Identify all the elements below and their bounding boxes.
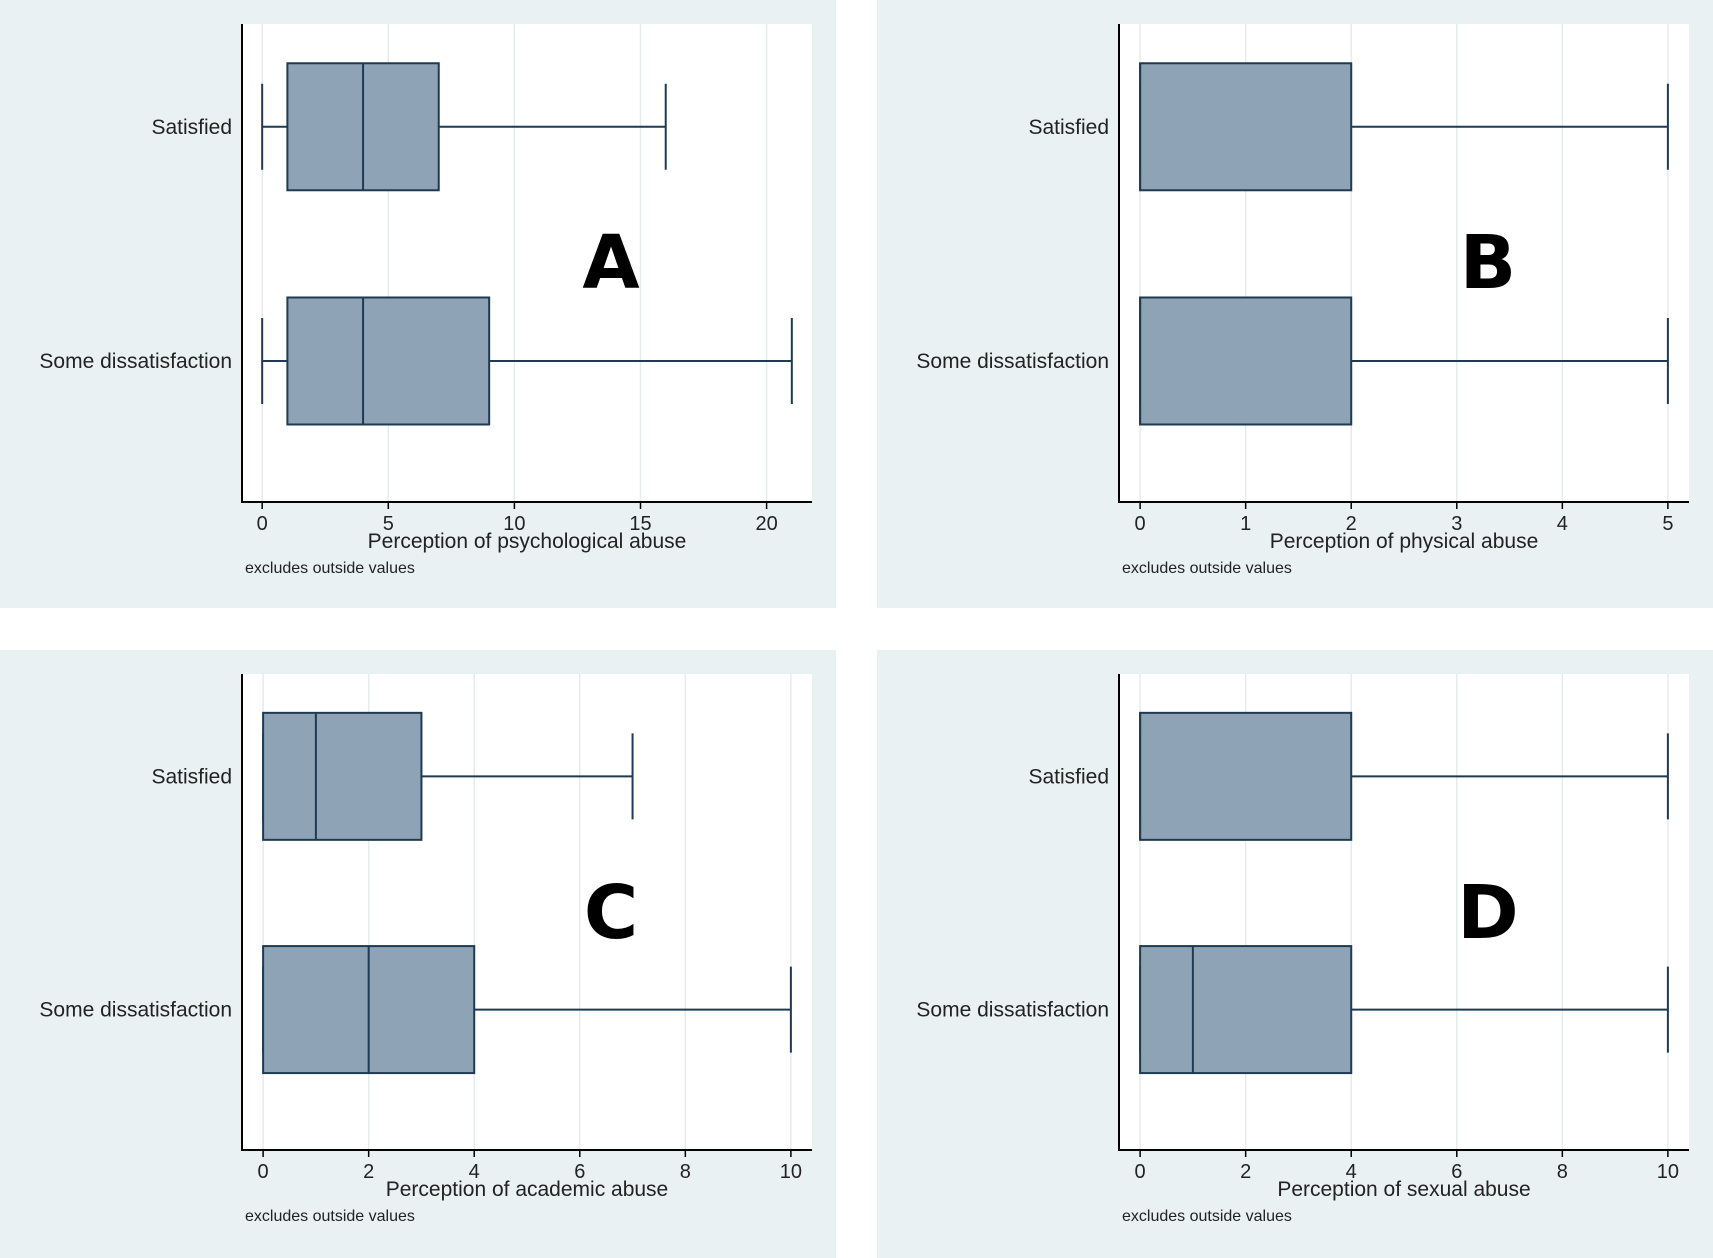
note-text: excludes outside values (245, 560, 415, 577)
category-label: Some dissatisfaction (39, 999, 232, 1022)
category-label: Satisfied (1028, 116, 1109, 139)
category-label: Some dissatisfaction (39, 350, 232, 373)
panel-a: 0 5 10 15 20 Satisfied Some dissatisfaction Per… (0, 0, 836, 608)
box-satisfied (261, 62, 667, 192)
panel-letter: C (584, 870, 638, 956)
x-axis-title: Perception of psychological abuse (368, 530, 687, 553)
x-tick-label: 20 (755, 513, 777, 535)
category-label: Satisfied (151, 765, 232, 788)
x-tick-label: 10 (780, 1161, 802, 1183)
box-some-dissatisfaction (261, 296, 793, 426)
x-tick-label: 5 (1662, 513, 1673, 535)
note-text: excludes outside values (245, 1208, 415, 1225)
panel-b: 0 1 2 3 4 5 Satisfied Some dissatisfaction Perce… (877, 0, 1713, 608)
box-some-dissatisfaction (1139, 945, 1669, 1075)
x-axis-title: Perception of physical abuse (1270, 530, 1539, 553)
panel-c: 0 2 4 6 8 10 Satisfied Some dissatisfaction Perc… (0, 650, 836, 1258)
box-satisfied (1139, 62, 1669, 192)
category-label: Some dissatisfaction (916, 999, 1109, 1022)
x-tick-label: 4 (469, 1161, 480, 1183)
panel-letter: A (582, 220, 639, 306)
x-tick-label: 8 (1557, 1161, 1568, 1183)
box-satisfied (262, 711, 634, 841)
box-some-dissatisfaction (1139, 296, 1669, 426)
box-some-dissatisfaction (262, 945, 792, 1075)
x-tick-label: 3 (1451, 513, 1462, 535)
box-satisfied (1139, 711, 1669, 841)
iqr-box (1139, 296, 1353, 426)
iqr-box (262, 711, 423, 841)
category-label: Some dissatisfaction (916, 350, 1109, 373)
note-text: excludes outside values (1122, 1208, 1292, 1225)
x-tick-label: 10 (1657, 1161, 1679, 1183)
x-axis-title: Perception of academic abuse (386, 1178, 669, 1201)
x-tick-label: 6 (574, 1161, 585, 1183)
panel-letter: D (1457, 870, 1518, 956)
x-tick-label: 6 (1451, 1161, 1462, 1183)
x-tick-label: 2 (363, 1161, 374, 1183)
x-tick-label: 2 (1240, 1161, 1251, 1183)
x-tick-label: 4 (1557, 513, 1568, 535)
x-tick-label: 0 (258, 1161, 269, 1183)
x-tick-label: 0 (1135, 1161, 1146, 1183)
x-tick-label: 5 (383, 513, 394, 535)
x-axis-title: Perception of sexual abuse (1277, 1178, 1530, 1201)
category-label: Satisfied (151, 116, 232, 139)
x-tick-label: 10 (503, 513, 525, 535)
iqr-box (1139, 945, 1353, 1075)
panel-d: 0 2 4 6 8 10 Satisfied Some dissatisfaction Perc… (877, 650, 1713, 1258)
x-tick-label: 8 (680, 1161, 691, 1183)
iqr-box (1139, 711, 1353, 841)
iqr-box (286, 296, 491, 426)
iqr-box (1139, 62, 1353, 192)
note-text: excludes outside values (1122, 560, 1292, 577)
x-tick-label: 4 (1346, 1161, 1357, 1183)
x-tick-label: 2 (1346, 513, 1357, 535)
panel-letter: B (1460, 220, 1516, 306)
category-label: Satisfied (1028, 765, 1109, 788)
x-tick-label: 0 (1135, 513, 1146, 535)
x-tick-label: 15 (629, 513, 651, 535)
x-tick-label: 0 (257, 513, 268, 535)
x-tick-label: 1 (1240, 513, 1251, 535)
